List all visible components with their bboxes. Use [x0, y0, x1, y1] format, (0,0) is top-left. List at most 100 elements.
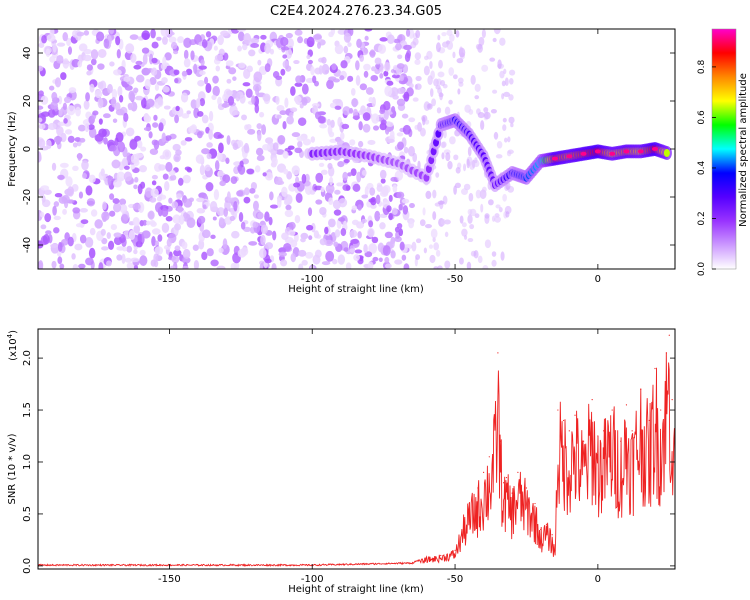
signal-peak: [566, 154, 573, 159]
noise-cell: [268, 216, 273, 226]
noise-cell: [201, 251, 208, 261]
noise-cell: [351, 205, 358, 211]
noise-cell: [401, 198, 410, 204]
noise-cell: [110, 224, 118, 231]
noise-cell: [280, 36, 289, 47]
noise-cell: [43, 189, 52, 195]
noise-cell: [103, 113, 111, 119]
x-tick-label: -150: [158, 274, 181, 285]
noise-cell: [288, 221, 296, 230]
noise-cell: [109, 193, 115, 200]
noise-cell: [243, 226, 252, 233]
noise-cell: [218, 48, 225, 56]
noise-cell: [201, 114, 209, 124]
noise-cell: [386, 138, 395, 143]
noise-cell: [216, 265, 226, 269]
noise-cell: [287, 229, 296, 236]
noise-cell: [57, 95, 63, 105]
y-tick-label: 40: [22, 47, 33, 60]
noise-cell: [130, 164, 136, 170]
noise-cell: [271, 157, 278, 167]
noise-cell: [180, 140, 187, 146]
figure-title: C2E4.2024.276.23.34.G05: [270, 4, 442, 19]
noise-cell: [379, 62, 384, 74]
noise-cell: [157, 234, 163, 242]
noise-cell: [374, 63, 381, 69]
noise-cell: [506, 150, 512, 157]
noise-cell: [412, 37, 419, 46]
noise-cell: [130, 153, 140, 164]
noise-cell: [319, 123, 328, 129]
snr-point: [483, 471, 485, 473]
noise-cell: [327, 162, 333, 170]
noise-cell: [123, 171, 133, 182]
noise-cell: [317, 41, 322, 49]
noise-cell: [115, 132, 124, 143]
noise-cell: [439, 80, 446, 86]
noise-cell: [349, 229, 358, 238]
noise-cell: [350, 168, 357, 177]
noise-cell: [440, 218, 446, 226]
noise-cell: [222, 238, 228, 250]
noise-cell: [129, 34, 139, 40]
noise-cell: [97, 81, 104, 89]
noise-cell: [206, 248, 214, 257]
noise-cell: [343, 45, 349, 54]
noise-cell: [340, 132, 345, 140]
snr-point: [551, 534, 553, 536]
snr-point: [668, 334, 670, 336]
noise-cell: [466, 158, 470, 169]
noise-cell: [491, 251, 497, 257]
noise-cell: [396, 63, 405, 70]
noise-cell: [232, 76, 237, 81]
noise-cell: [396, 191, 405, 199]
noise-cell: [137, 140, 143, 149]
noise-cell: [56, 54, 64, 64]
snr-point: [611, 409, 613, 411]
x-tick-label: -150: [158, 574, 181, 585]
noise-cell: [108, 29, 115, 35]
noise-cell: [382, 245, 391, 257]
noise-cell: [325, 184, 335, 194]
noise-cell: [508, 77, 514, 85]
noise-cell: [461, 228, 468, 237]
noise-cell: [151, 228, 161, 235]
noise-cell: [126, 262, 134, 269]
noise-cell: [294, 82, 303, 87]
noise-cell: [256, 155, 265, 162]
noise-cell: [381, 186, 389, 196]
snr-point: [671, 399, 673, 401]
noise-cell: [396, 87, 406, 95]
noise-cell: [236, 140, 244, 148]
noise-cell: [217, 96, 222, 106]
noise-cell: [297, 140, 303, 148]
noise-cell: [441, 32, 447, 37]
noise-cell: [362, 123, 371, 133]
noise-cell: [353, 254, 360, 261]
noise-cell: [392, 184, 398, 193]
noise-cell: [63, 118, 68, 124]
noise-cell: [67, 135, 75, 143]
noise-cell: [375, 194, 381, 205]
noise-cell: [352, 183, 361, 192]
noise-cell: [474, 157, 478, 164]
noise-cell: [261, 124, 267, 135]
noise-cell: [48, 85, 55, 91]
noise-cell: [477, 255, 483, 264]
noise-cell: [358, 121, 363, 131]
noise-cell: [349, 139, 356, 146]
x-tick-label: -100: [301, 274, 324, 285]
noise-cell: [133, 64, 142, 70]
noise-cell: [281, 232, 289, 240]
snr-point: [517, 471, 519, 473]
noise-cell: [444, 260, 451, 269]
noise-cell: [315, 199, 323, 205]
noise-cell: [133, 265, 139, 269]
noise-cell: [78, 191, 84, 199]
noise-cell: [290, 86, 296, 96]
noise-cell: [116, 254, 123, 261]
colorbar: 0.0 0.2 0.4 0.6 0.8 Normalized spectral ampl…: [697, 28, 749, 276]
snr-x-ticks: -150 -100 -50 0: [158, 329, 601, 585]
noise-cell: [484, 239, 492, 249]
